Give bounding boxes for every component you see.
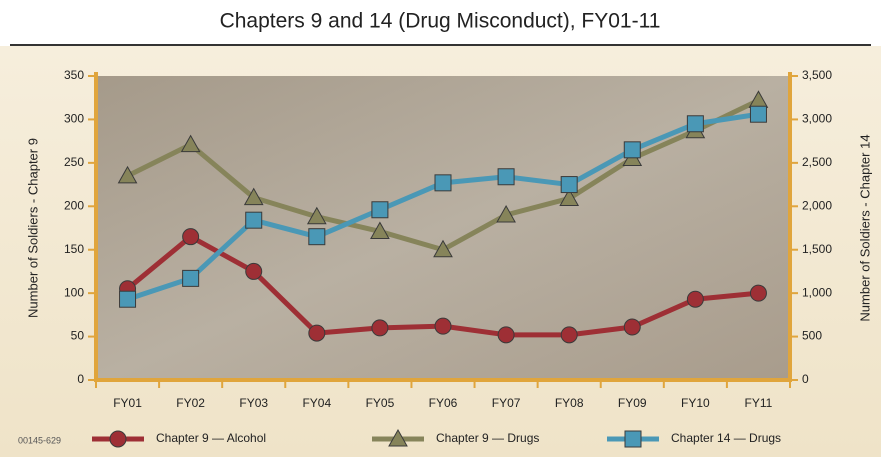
marker bbox=[370, 221, 390, 239]
chart-title: Chapters 9 and 14 (Drug Misconduct), FY0… bbox=[220, 10, 661, 33]
y-tick-label: 150 bbox=[64, 242, 84, 256]
marker bbox=[245, 262, 263, 280]
marker bbox=[560, 326, 578, 344]
y2-tick-label: 3,000 bbox=[802, 112, 832, 126]
marker bbox=[434, 174, 452, 192]
marker bbox=[308, 228, 326, 246]
x-tick-label: FY08 bbox=[555, 396, 584, 410]
marker bbox=[623, 141, 641, 159]
marker bbox=[117, 165, 138, 184]
marker bbox=[623, 318, 641, 336]
marker bbox=[243, 187, 264, 206]
y2-tick-label: 3,500 bbox=[802, 68, 832, 82]
marker bbox=[496, 204, 516, 223]
y-tick-label: 300 bbox=[64, 112, 84, 126]
x-tick-label: FY11 bbox=[745, 396, 773, 410]
marker bbox=[245, 211, 263, 229]
y2-tick-label: 1,500 bbox=[802, 242, 832, 256]
marker bbox=[182, 269, 200, 287]
marker bbox=[434, 317, 452, 335]
marker bbox=[624, 430, 642, 448]
y-tick-label: 100 bbox=[64, 285, 84, 299]
y2-tick-label: 500 bbox=[802, 329, 822, 343]
x-tick-label: FY09 bbox=[618, 396, 647, 410]
x-tick-label: FY10 bbox=[681, 396, 710, 410]
marker bbox=[371, 201, 389, 219]
marker bbox=[109, 430, 127, 448]
x-tick-label: FY06 bbox=[429, 396, 458, 410]
marker bbox=[686, 115, 704, 133]
y-tick-label: 50 bbox=[71, 329, 85, 343]
marker bbox=[308, 324, 326, 342]
x-tick-label: FY03 bbox=[239, 396, 268, 410]
x-tick-label: FY01 bbox=[113, 396, 142, 410]
marker bbox=[559, 188, 580, 206]
marker bbox=[306, 206, 327, 225]
y-tick-label: 0 bbox=[77, 372, 84, 386]
marker bbox=[182, 228, 200, 246]
marker bbox=[749, 284, 767, 302]
y-tick-label: 200 bbox=[64, 198, 84, 212]
legend-label: Chapter 9 — Drugs bbox=[436, 431, 539, 445]
y-axis-title: Number of Soldiers - Chapter 9 bbox=[25, 138, 40, 318]
y2-tick-label: 1,000 bbox=[802, 285, 832, 299]
marker bbox=[433, 239, 453, 258]
x-tick-label: FY04 bbox=[302, 396, 331, 410]
marker bbox=[497, 326, 515, 344]
x-tick-label: FY07 bbox=[492, 396, 521, 410]
marker bbox=[371, 319, 389, 337]
x-tick-label: FY05 bbox=[366, 396, 395, 410]
marker bbox=[749, 105, 767, 123]
marker bbox=[388, 428, 408, 447]
legend-label: Chapter 14 — Drugs bbox=[671, 431, 781, 445]
marker bbox=[119, 290, 137, 308]
marker bbox=[686, 290, 704, 308]
y2-tick-label: 2,500 bbox=[802, 155, 832, 169]
y2-axis-title: Number of Soldiers - Chapter 14 bbox=[857, 134, 872, 321]
y2-tick-label: 2,000 bbox=[802, 198, 832, 212]
legend-label: Chapter 9 — Alcohol bbox=[156, 431, 266, 445]
footnote: 00145-629 bbox=[18, 435, 61, 445]
marker bbox=[560, 176, 578, 194]
y2-tick-label: 0 bbox=[802, 372, 809, 386]
marker bbox=[180, 134, 201, 153]
marker bbox=[497, 168, 515, 186]
x-tick-label: FY02 bbox=[176, 396, 205, 410]
y-tick-label: 350 bbox=[64, 68, 84, 82]
y-tick-label: 250 bbox=[64, 155, 84, 169]
